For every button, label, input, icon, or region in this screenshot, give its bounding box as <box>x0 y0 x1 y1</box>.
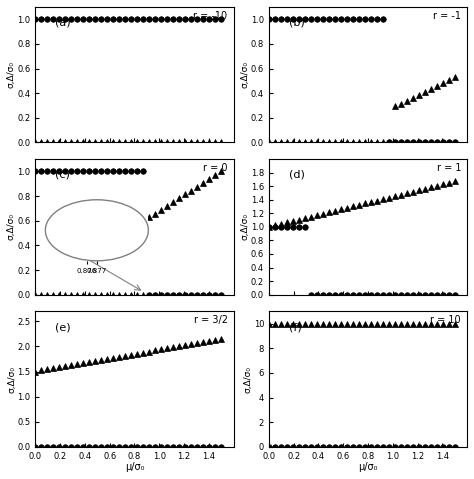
Y-axis label: σ,Δ/σ₀: σ,Δ/σ₀ <box>243 365 252 392</box>
Text: (c): (c) <box>55 170 70 180</box>
Y-axis label: σ,Δ/σ₀: σ,Δ/σ₀ <box>7 365 16 392</box>
Text: r = 3/2: r = 3/2 <box>193 315 228 325</box>
Y-axis label: σ,Δ/σ₀: σ,Δ/σ₀ <box>7 61 16 88</box>
Text: (a): (a) <box>55 18 71 28</box>
Y-axis label: σ,Δ/σ₀: σ,Δ/σ₀ <box>240 61 249 88</box>
Y-axis label: σ,Δ/σ₀: σ,Δ/σ₀ <box>240 213 249 240</box>
Y-axis label: σ,Δ/σ₀: σ,Δ/σ₀ <box>7 213 16 240</box>
X-axis label: μ/σ₀: μ/σ₀ <box>358 462 378 472</box>
Text: r = -10: r = -10 <box>193 11 228 21</box>
X-axis label: μ/σ₀: μ/σ₀ <box>125 462 144 472</box>
Text: r = -1: r = -1 <box>433 11 461 21</box>
Text: r = 1: r = 1 <box>437 163 461 173</box>
Text: (e): (e) <box>55 322 71 332</box>
Text: (d): (d) <box>289 170 305 180</box>
Text: (f): (f) <box>289 322 301 332</box>
Text: r = 0: r = 0 <box>203 163 228 173</box>
Text: (b): (b) <box>289 18 304 28</box>
Text: r = 10: r = 10 <box>430 315 461 325</box>
